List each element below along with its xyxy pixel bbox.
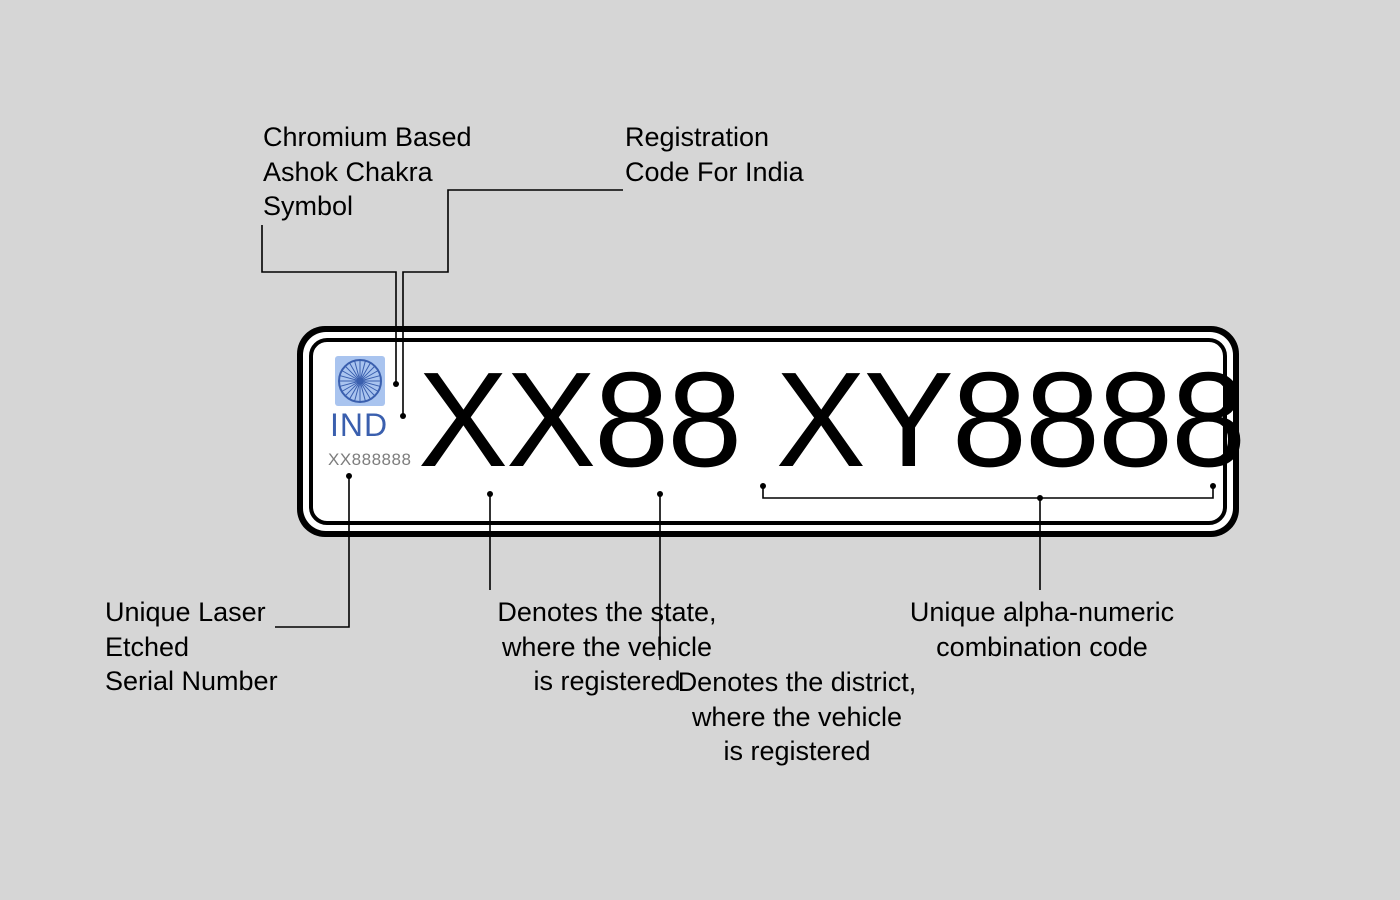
label-country: Registration Code For India <box>625 120 804 189</box>
country-code: IND <box>330 407 388 444</box>
registration-number: XX88 XY8888 <box>418 342 1244 497</box>
ashok-chakra-icon <box>335 356 385 406</box>
label-unique: Unique alpha-numeric combination code <box>892 595 1192 664</box>
label-district: Denotes the district, where the vehicle … <box>662 665 932 769</box>
laser-serial: XX888888 <box>328 450 411 470</box>
label-chakra: Chromium Based Ashok Chakra Symbol <box>263 120 472 224</box>
label-serial: Unique Laser Etched Serial Number <box>105 595 278 699</box>
